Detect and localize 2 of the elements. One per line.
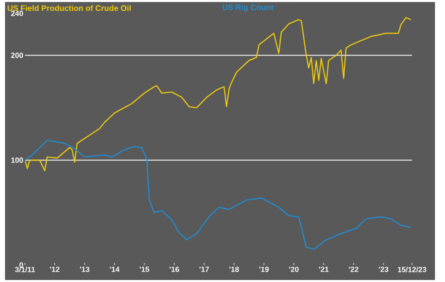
line-series	[25, 17, 412, 172]
line-series	[25, 140, 412, 250]
